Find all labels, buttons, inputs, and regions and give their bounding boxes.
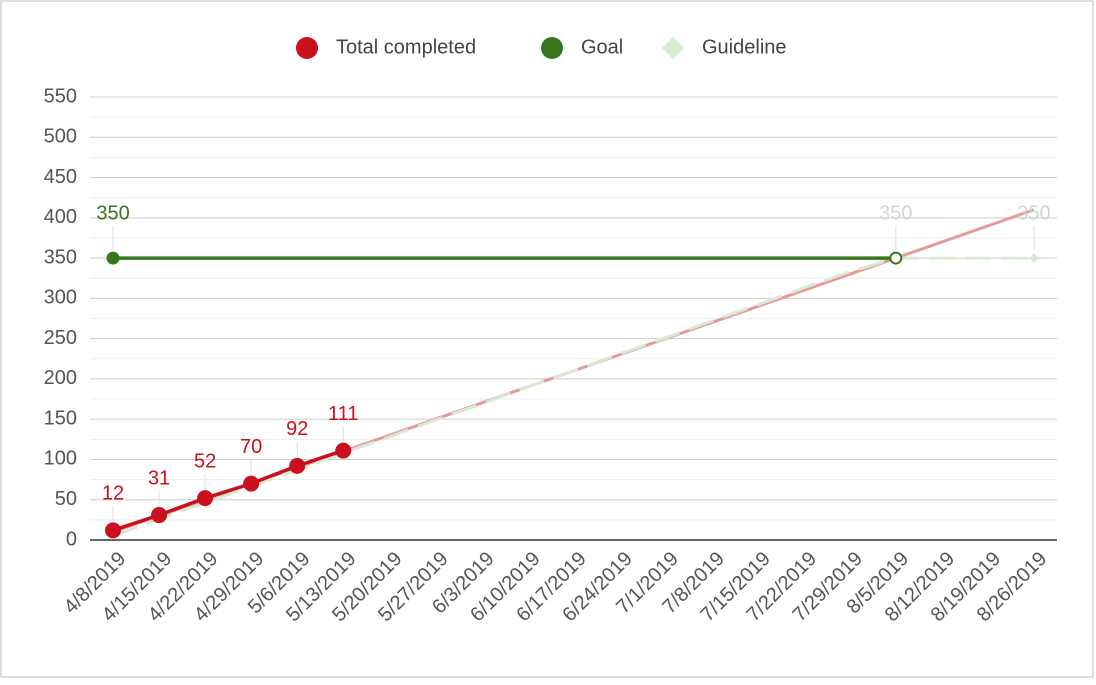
point: [105, 522, 122, 539]
point: [335, 442, 352, 459]
point: [151, 507, 168, 524]
point: [889, 251, 903, 265]
point: [289, 457, 306, 474]
y-tick-label: 250: [44, 327, 77, 349]
y-tick-label: 400: [44, 206, 77, 228]
legend-label: Goal: [581, 36, 623, 58]
y-tick-label: 100: [44, 448, 77, 470]
series-line: [112, 256, 1034, 538]
data-label: 350: [879, 202, 912, 224]
y-tick-label: 350: [44, 246, 77, 268]
data-label: 92: [286, 418, 308, 440]
y-tick-label: 550: [44, 85, 77, 107]
y-tick-label: 300: [44, 287, 77, 309]
point: [106, 251, 120, 265]
point: [1028, 253, 1039, 264]
data-label: 111: [328, 403, 358, 425]
legend-label: Guideline: [702, 36, 787, 58]
y-tick-label: 200: [44, 367, 77, 389]
legend-marker: [296, 37, 318, 59]
legend-label: Total completed: [336, 36, 476, 58]
data-label: 350: [96, 202, 129, 224]
y-tick-label: 450: [44, 166, 77, 188]
data-label: 350: [1017, 202, 1050, 224]
y-tick-label: 0: [66, 528, 77, 550]
series-line: [112, 448, 344, 532]
point: [243, 475, 260, 492]
legend-marker: [541, 37, 563, 59]
legend-marker: [662, 37, 684, 59]
y-tick-label: 500: [44, 126, 77, 148]
data-label: 12: [102, 483, 124, 505]
y-tick-label: 50: [55, 488, 77, 510]
point: [197, 490, 214, 507]
data-label: 70: [240, 436, 262, 458]
data-label: 52: [194, 450, 216, 472]
data-label: 31: [148, 467, 170, 489]
y-tick-label: 150: [44, 407, 77, 429]
